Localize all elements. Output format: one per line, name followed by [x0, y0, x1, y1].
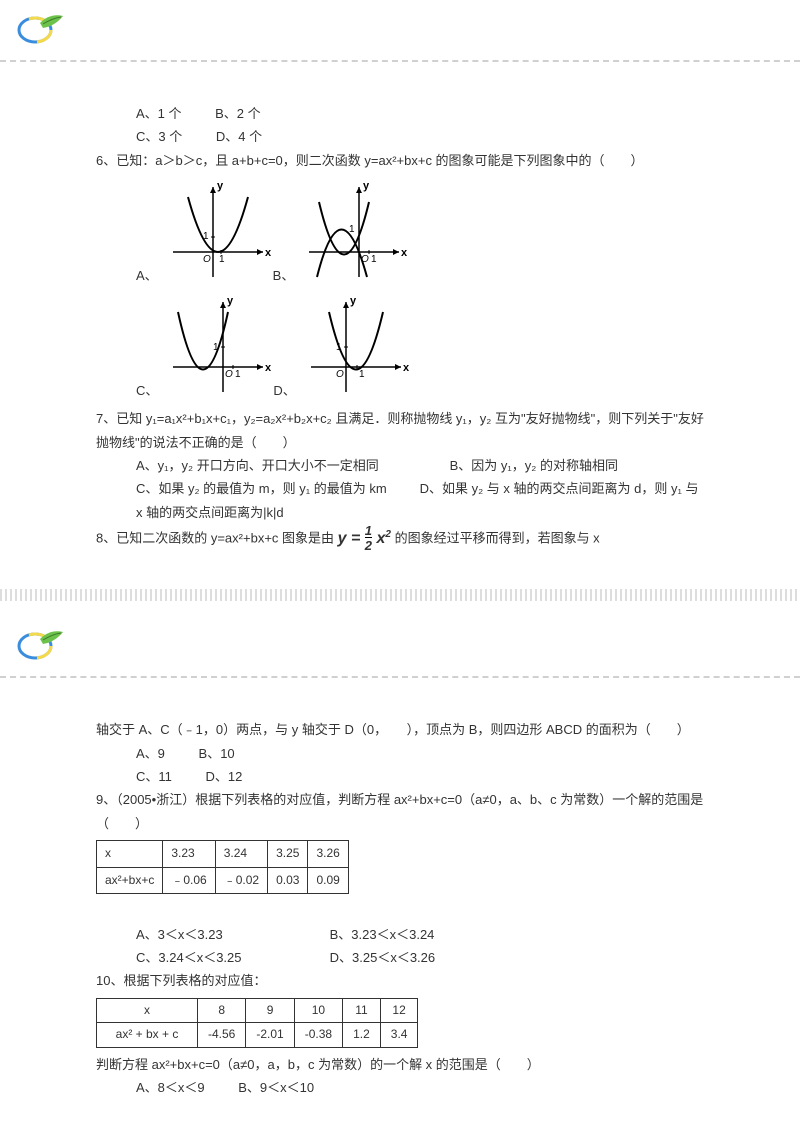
- q10-v3: 1.2: [343, 1023, 381, 1048]
- q9-v2: 0.03: [268, 867, 308, 894]
- svg-text:1: 1: [359, 369, 365, 380]
- q10-x1: 9: [246, 998, 294, 1023]
- logo-icon: [15, 8, 65, 48]
- svg-text:y: y: [227, 295, 234, 307]
- svg-text:1: 1: [371, 254, 377, 265]
- q9-x3: 3.26: [308, 841, 348, 868]
- q9-v0: ﹣0.06: [163, 867, 215, 894]
- page1-content: A、1 个 B、2 个 C、3 个 D、4 个 6、已知：a＞b＞c，且 a+b…: [0, 62, 800, 574]
- q6-stem: 6、已知：a＞b＞c，且 a+b+c=0，则二次函数 y=ax²+bx+c 的图…: [96, 149, 704, 172]
- q6-row1: A、 x y O 1 1 B、 x: [96, 177, 704, 287]
- q10-v1: -2.01: [246, 1023, 294, 1048]
- q10-th-x: x: [97, 998, 198, 1023]
- svg-text:y: y: [217, 180, 224, 192]
- q9-v1: ﹣0.02: [215, 867, 267, 894]
- q8-line1: 8、已知二次函数的 y=ax²+bx+c 图象是由 y = 12 x2 的图象经…: [96, 524, 704, 554]
- q7-options: A、y₁，y₂ 开口方向、开口大小不一定相同 B、因为 y₁，y₂ 的对称轴相同…: [96, 454, 704, 524]
- q7-opt-b: B、因为 y₁，y₂ 的对称轴相同: [450, 454, 618, 477]
- q8-formula: y = 12 x2: [338, 524, 391, 554]
- q5-opt-a: A、1 个: [136, 102, 182, 125]
- page-header: [0, 0, 800, 62]
- q5-opt-c: C、3 个: [136, 125, 182, 148]
- page2-header: [0, 616, 800, 678]
- q9-th-y: ax²+bx+c: [97, 867, 163, 894]
- logo-icon-2: [15, 624, 65, 664]
- q9-opt-b: B、3.23＜x＜3.24: [330, 923, 435, 946]
- q9-table: x 3.23 3.24 3.25 3.26 ax²+bx+c ﹣0.06 ﹣0.…: [96, 840, 349, 894]
- q8-opt-c: C、11: [136, 765, 172, 788]
- q6-graph-a: x y O 1 1: [163, 177, 273, 287]
- svg-text:x: x: [265, 247, 272, 259]
- q10-x2: 10: [294, 998, 342, 1023]
- svg-text:x: x: [401, 247, 408, 259]
- svg-text:1: 1: [235, 369, 241, 380]
- q10-v0: -4.56: [198, 1023, 246, 1048]
- q5-opt-d: D、4 个: [216, 125, 262, 148]
- q8-options: A、9 B、10 C、11 D、12: [96, 742, 704, 789]
- q10-table: x 8 9 10 11 12 ax² + bx + c -4.56 -2.01 …: [96, 998, 418, 1048]
- svg-text:y: y: [350, 295, 357, 307]
- svg-text:O: O: [336, 369, 344, 380]
- q7-opt-c: C、如果 y₂ 的最值为 m，则 y₁ 的最值为 km: [136, 477, 416, 500]
- q10-x3: 11: [343, 998, 381, 1023]
- svg-text:y: y: [363, 180, 370, 192]
- q10-opt-a: A、8＜x＜9: [136, 1076, 205, 1099]
- q10-opt-b: B、9＜x＜10: [238, 1076, 314, 1099]
- q10-options: A、8＜x＜9 B、9＜x＜10: [96, 1076, 704, 1099]
- q5-options: A、1 个 B、2 个 C、3 个 D、4 个: [96, 102, 704, 149]
- q9-v3: 0.09: [308, 867, 348, 894]
- q10-x4: 12: [380, 998, 418, 1023]
- q9-x0: 3.23: [163, 841, 215, 868]
- q9-options: A、3＜x＜3.23 B、3.23＜x＜3.24 C、3.24＜x＜3.25 D…: [96, 923, 704, 970]
- q6-row2: C、 x y O 1 1 D、 x: [96, 292, 704, 402]
- q8-stem3: 轴交于 A、C（﹣1，0）两点，与 y 轴交于 D（0， ），顶点为 B，则四边…: [96, 718, 704, 741]
- q9-stem: 9、（2005•浙江）根据下列表格的对应值，判断方程 ax²+bx+c=0（a≠…: [96, 788, 704, 835]
- q5-opt-b: B、2 个: [215, 102, 261, 125]
- q9-x2: 3.25: [268, 841, 308, 868]
- q6-graph-b: x y O 1 1: [299, 177, 409, 287]
- q6-label-b: B、: [273, 264, 295, 287]
- svg-text:O: O: [225, 369, 233, 380]
- q10-stem: 10、根据下列表格的对应值：: [96, 969, 704, 992]
- q6-label-c: C、: [136, 379, 158, 402]
- q10-stem2: 判断方程 ax²+bx+c=0（a≠0，a，b，c 为常数）的一个解 x 的范围…: [96, 1053, 704, 1076]
- q8-stem1: 8、已知二次函数的 y=ax²+bx+c 图象是由: [96, 531, 334, 546]
- q9-opt-a: A、3＜x＜3.23: [136, 923, 296, 946]
- q9-opt-d: D、3.25＜x＜3.26: [330, 946, 436, 969]
- svg-text:1: 1: [219, 254, 225, 265]
- q6-label-a: A、: [136, 264, 158, 287]
- q7-stem: 7、已知 y₁=a₁x²+b₁x+c₁，y₂=a₂x²+b₂x+c₂ 且满足．则…: [96, 407, 704, 454]
- q10-v4: 3.4: [380, 1023, 418, 1048]
- page2-content: 轴交于 A、C（﹣1，0）两点，与 y 轴交于 D（0， ），顶点为 B，则四边…: [0, 678, 800, 1120]
- q7-opt-a: A、y₁，y₂ 开口方向、开口大小不一定相同: [136, 454, 416, 477]
- q8-opt-d: D、12: [206, 765, 243, 788]
- q10-v2: -0.38: [294, 1023, 342, 1048]
- svg-text:O: O: [203, 254, 211, 265]
- q9-x1: 3.24: [215, 841, 267, 868]
- q10-x0: 8: [198, 998, 246, 1023]
- q6-graph-d: x y O 1 1: [301, 292, 411, 402]
- q6-graph-c: x y O 1 1: [163, 292, 273, 402]
- q8-opt-b: B、10: [199, 742, 235, 765]
- svg-text:x: x: [265, 362, 272, 374]
- q10-th-y: ax² + bx + c: [97, 1023, 198, 1048]
- q9-opt-c: C、3.24＜x＜3.25: [136, 946, 296, 969]
- q8-opt-a: A、9: [136, 742, 165, 765]
- q6-label-d: D、: [273, 379, 295, 402]
- q9-th-x: x: [97, 841, 163, 868]
- svg-text:x: x: [403, 362, 410, 374]
- q8-stem2: 的图象经过平移而得到，若图象与 x: [395, 531, 600, 546]
- page-divider: [0, 589, 800, 601]
